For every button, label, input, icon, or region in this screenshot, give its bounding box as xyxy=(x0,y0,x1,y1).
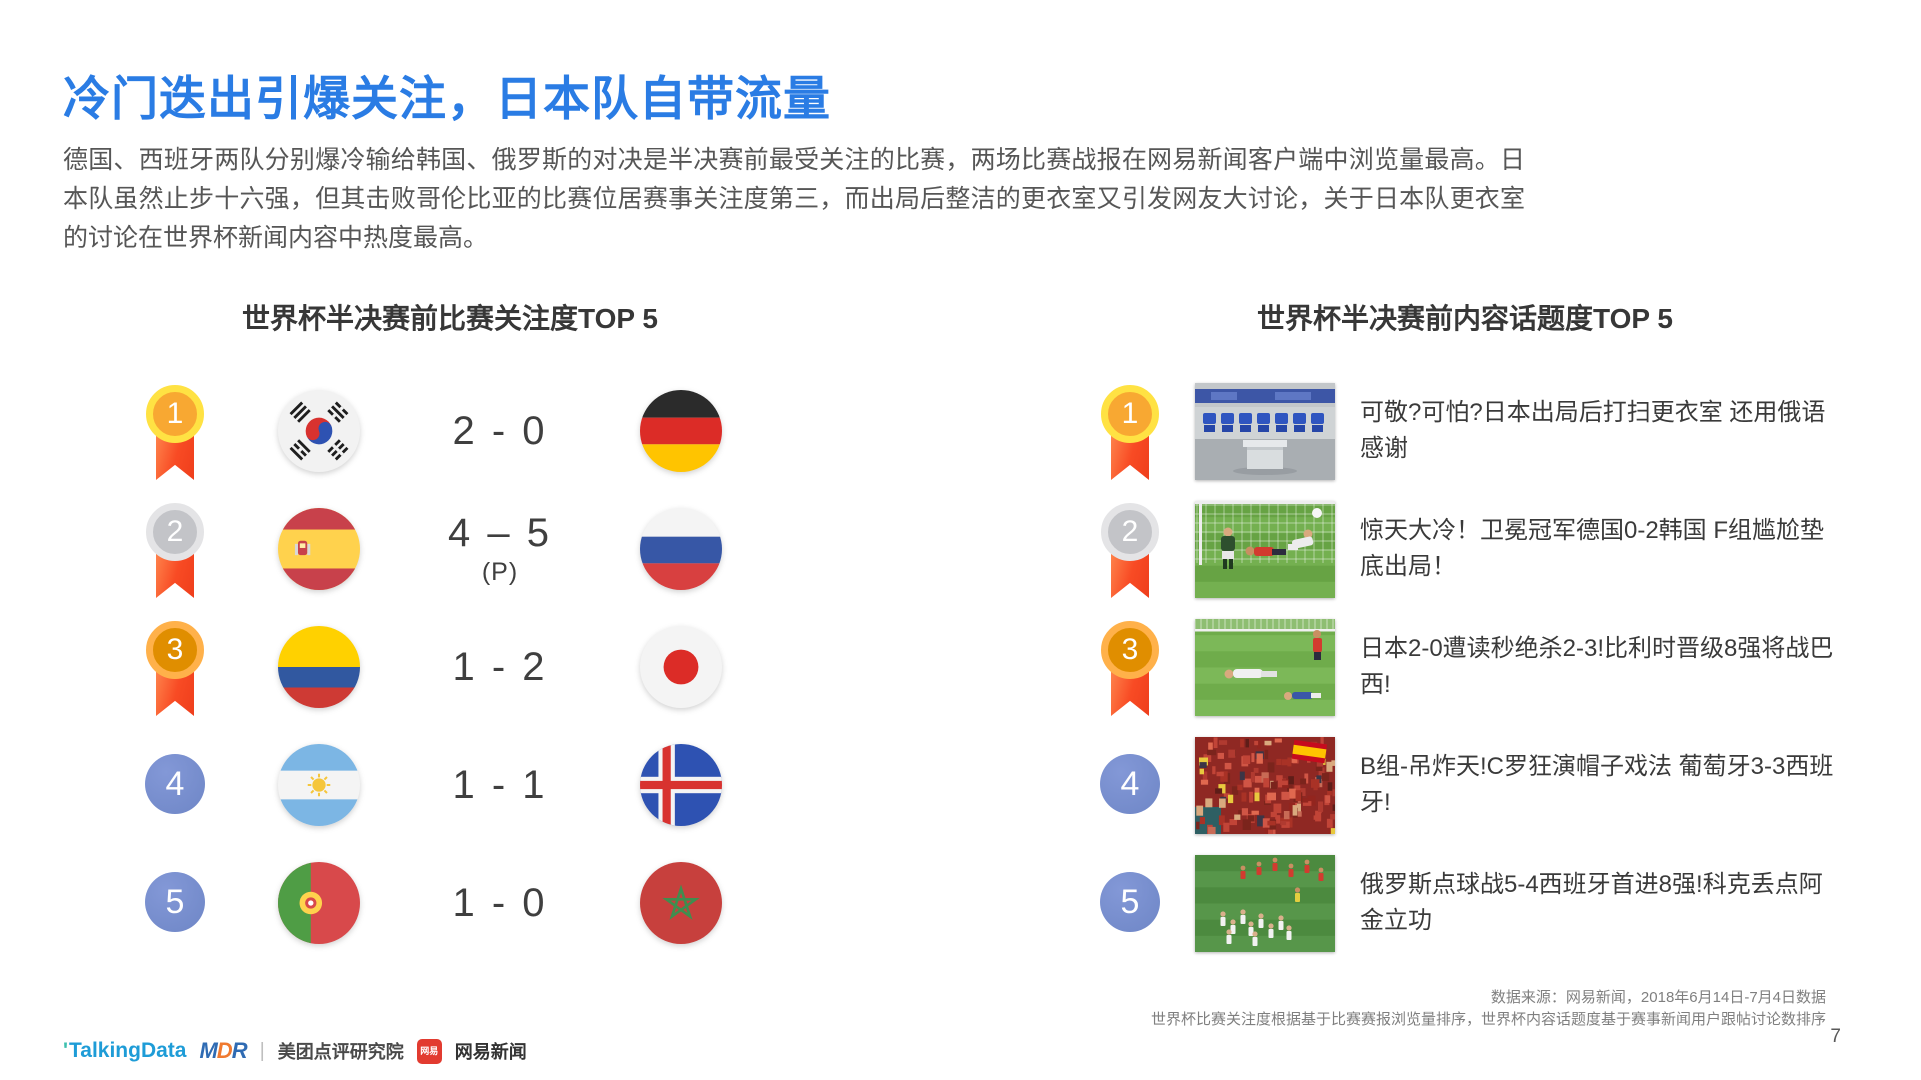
japan-flag-icon xyxy=(640,626,722,708)
score-cell: 1 - 2 xyxy=(405,645,595,690)
rank-number: 1 xyxy=(1101,385,1159,443)
netease-news-logo: 网易新闻 xyxy=(454,1042,527,1062)
rank-number: 3 xyxy=(146,621,204,679)
mdr-logo-icon: MDR xyxy=(199,1038,247,1063)
left-panel-title: 世界杯半决赛前比赛关注度TOP 5 xyxy=(242,303,658,334)
rank-number: 3 xyxy=(1101,621,1159,679)
topic-row: 3 日本2-0遭读秒绝杀2-3!比利时晋级8强将战巴西! xyxy=(1095,608,1885,726)
content-topic-list: 1 可敬?可怕?日本出局后打扫更衣室 还用俄语感谢 2 惊天大冷！卫冕冠军德国0… xyxy=(1095,372,1885,962)
talkingdata-logo: 'TalkingData xyxy=(63,1039,187,1062)
rank-2-badge: 2 xyxy=(1100,490,1160,608)
topic-row: 1 可敬?可怕?日本出局后打扫更衣室 还用俄语感谢 xyxy=(1095,372,1885,490)
rank-number: 2 xyxy=(1101,503,1159,561)
topic-row: 4 B组-吊炸天!C罗狂演帽子戏法 葡萄牙3-3西班牙! xyxy=(1095,726,1885,844)
thumbnail-locker-room xyxy=(1195,382,1335,480)
thumbnail-red-crowd xyxy=(1195,736,1335,834)
rank-5-badge: 5 xyxy=(145,844,205,962)
source-line-1: 数据来源：网易新闻，2018年6月14日-7月4日数据 xyxy=(1490,989,1826,1006)
rank-1-badge: 1 xyxy=(1100,372,1160,490)
logo-divider: | xyxy=(259,1039,265,1062)
headline-label: 可敬?可怕?日本出局后打扫更衣室 还用俄语感谢 xyxy=(1360,399,1826,462)
morocco-flag-icon xyxy=(640,862,722,944)
rank-3-badge: 3 xyxy=(1100,608,1160,726)
rank-3-badge: 3 xyxy=(145,608,205,726)
data-source-note: 数据来源：网易新闻，2018年6月14日-7月4日数据 世界杯比赛关注度根据基于… xyxy=(1151,987,1826,1031)
match-row: 2 4 – 5 (P) xyxy=(0,490,920,608)
headline-label: 俄罗斯点球战5-4西班牙首进8强!科克丢点阿金立功 xyxy=(1360,871,1823,934)
headline-label: 日本2-0遭读秒绝杀2-3!比利时晋级8强将战巴西! xyxy=(1360,635,1834,698)
rank-number: 5 xyxy=(1100,872,1160,932)
iceland-flag-icon xyxy=(640,744,722,826)
page-title: 冷门迭出引爆关注，日本队自带流量 xyxy=(63,72,831,125)
intro-paragraph: 德国、西班牙两队分别爆冷输给韩国、俄罗斯的对决是半决赛前最受关注的比赛，两场比赛… xyxy=(63,146,1525,252)
source-line-2: 世界杯比赛关注度根据基于比赛赛报浏览量排序，世界杯内容话题度基于赛事新闻用户跟帖… xyxy=(1150,1011,1826,1028)
page-number: 7 xyxy=(1830,1026,1841,1047)
colombia-flag-icon xyxy=(278,626,360,708)
thumbnail-goal-scramble xyxy=(1195,500,1335,598)
rank-number: 4 xyxy=(1100,754,1160,814)
rank-5-badge: 5 xyxy=(1100,844,1160,962)
footer-logos: 'TalkingData MDR | 美团点评研究院 网易 网易新闻 xyxy=(63,1037,527,1065)
score-cell: 2 - 0 xyxy=(405,409,595,454)
penalty-note: (P) xyxy=(481,558,519,586)
argentina-flag-icon xyxy=(278,744,360,826)
rank-number: 2 xyxy=(146,503,204,561)
meituan-dianping-institute-logo: 美团点评研究院 xyxy=(277,1042,404,1062)
thumbnail-penalty-celebration xyxy=(1195,854,1335,952)
rank-number: 5 xyxy=(145,872,205,932)
rank-number: 4 xyxy=(145,754,205,814)
score-label: 1 - 1 xyxy=(452,762,548,807)
portugal-flag-icon xyxy=(278,862,360,944)
topic-row: 5 俄罗斯点球战5-4西班牙首进8强!科克丢点阿金立功 xyxy=(1095,844,1885,962)
right-panel-title: 世界杯半决赛前内容话题度TOP 5 xyxy=(1257,303,1673,334)
rank-number: 1 xyxy=(146,385,204,443)
score-cell: 1 - 1 xyxy=(405,763,595,808)
russia-flag-icon xyxy=(640,508,722,590)
spain-flag-icon xyxy=(278,508,360,590)
score-label: 2 - 0 xyxy=(452,408,548,453)
score-cell: 4 – 5 (P) xyxy=(405,511,595,587)
match-attention-list: 1 2 - 0 2 4 – 5 (P) 3 1 - 2 4 1 - 1 5 xyxy=(0,372,920,962)
score-label: 4 – 5 xyxy=(448,511,552,555)
south-korea-flag-icon xyxy=(278,390,360,472)
score-label: 1 - 0 xyxy=(452,880,548,925)
match-row: 3 1 - 2 xyxy=(0,608,920,726)
topic-row: 2 惊天大冷！卫冕冠军德国0-2韩国 F组尴尬垫底出局！ xyxy=(1095,490,1885,608)
thumbnail-pitch-despair xyxy=(1195,618,1335,716)
rank-2-badge: 2 xyxy=(145,490,205,608)
headline-label: 惊天大冷！卫冕冠军德国0-2韩国 F组尴尬垫底出局！ xyxy=(1360,517,1825,580)
rank-1-badge: 1 xyxy=(145,372,205,490)
headline-label: B组-吊炸天!C罗狂演帽子戏法 葡萄牙3-3西班牙! xyxy=(1360,753,1834,816)
germany-flag-icon xyxy=(640,390,722,472)
netease-app-icon: 网易 xyxy=(416,1038,442,1064)
match-row: 5 1 - 0 xyxy=(0,844,920,962)
score-cell: 1 - 0 xyxy=(405,881,595,926)
talkingdata-tick-icon: ' xyxy=(63,1039,68,1062)
rank-4-badge: 4 xyxy=(145,726,205,844)
match-row: 4 1 - 1 xyxy=(0,726,920,844)
match-row: 1 2 - 0 xyxy=(0,372,920,490)
rank-4-badge: 4 xyxy=(1100,726,1160,844)
score-label: 1 - 2 xyxy=(452,644,548,689)
